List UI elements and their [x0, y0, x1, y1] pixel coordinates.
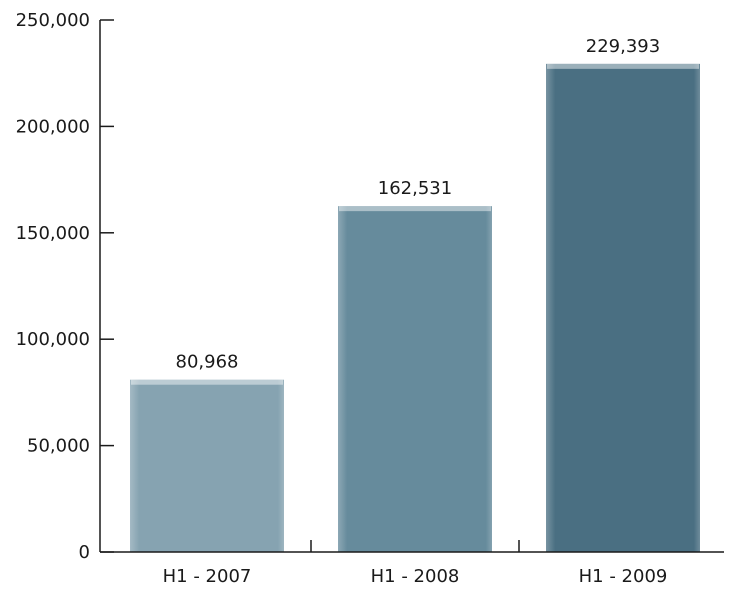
data-label-1: 80,968 [176, 352, 239, 373]
x-tick-label-2: H1 - 2008 [371, 566, 460, 587]
bar-2 [338, 206, 492, 552]
y-tick-label-5: 200,000 [16, 116, 90, 137]
bar-3-highlight [547, 63, 699, 69]
x-tick-label-3: H1 - 2009 [579, 566, 668, 587]
labels-group: 80,968 H1 - 2007 162,531 H1 - 2008 229,393 H1… [16, 10, 668, 587]
bar-1-highlight [131, 379, 283, 385]
y-tick-label-1: 0 [79, 542, 90, 563]
bars-group [130, 63, 700, 553]
y-tick-label-4: 150,000 [16, 223, 90, 244]
data-label-3: 229,393 [586, 36, 660, 57]
axes-group [99, 19, 724, 553]
bar-1 [130, 379, 284, 552]
x-tick-label-1: H1 - 2007 [163, 566, 252, 587]
data-label-2: 162,531 [378, 178, 452, 199]
y-tick-label-2: 50,000 [27, 436, 90, 457]
y-tick-label-6: 250,000 [16, 10, 90, 31]
bar-2-highlight [339, 206, 491, 212]
bar-3 [546, 63, 700, 553]
y-tick-label-3: 100,000 [16, 329, 90, 350]
